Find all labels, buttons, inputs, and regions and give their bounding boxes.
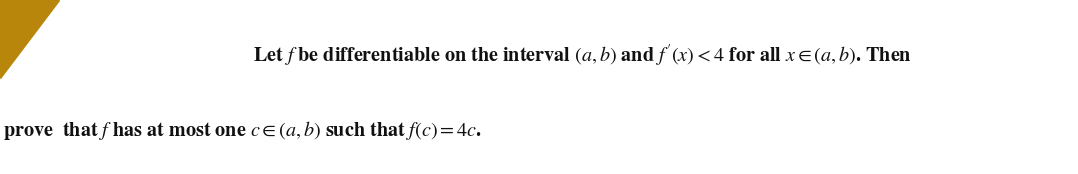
Text: prove  that $f$ has at most one $c \in (a, b)$ such that $f(c) = 4c$.: prove that $f$ has at most one $c \in (a… xyxy=(3,119,482,142)
Polygon shape xyxy=(0,0,59,78)
Text: Let $f$ be differentiable on the interval $(a, b)$ and $f'(x) < 4$ for all $x \i: Let $f$ be differentiable on the interva… xyxy=(252,43,912,69)
